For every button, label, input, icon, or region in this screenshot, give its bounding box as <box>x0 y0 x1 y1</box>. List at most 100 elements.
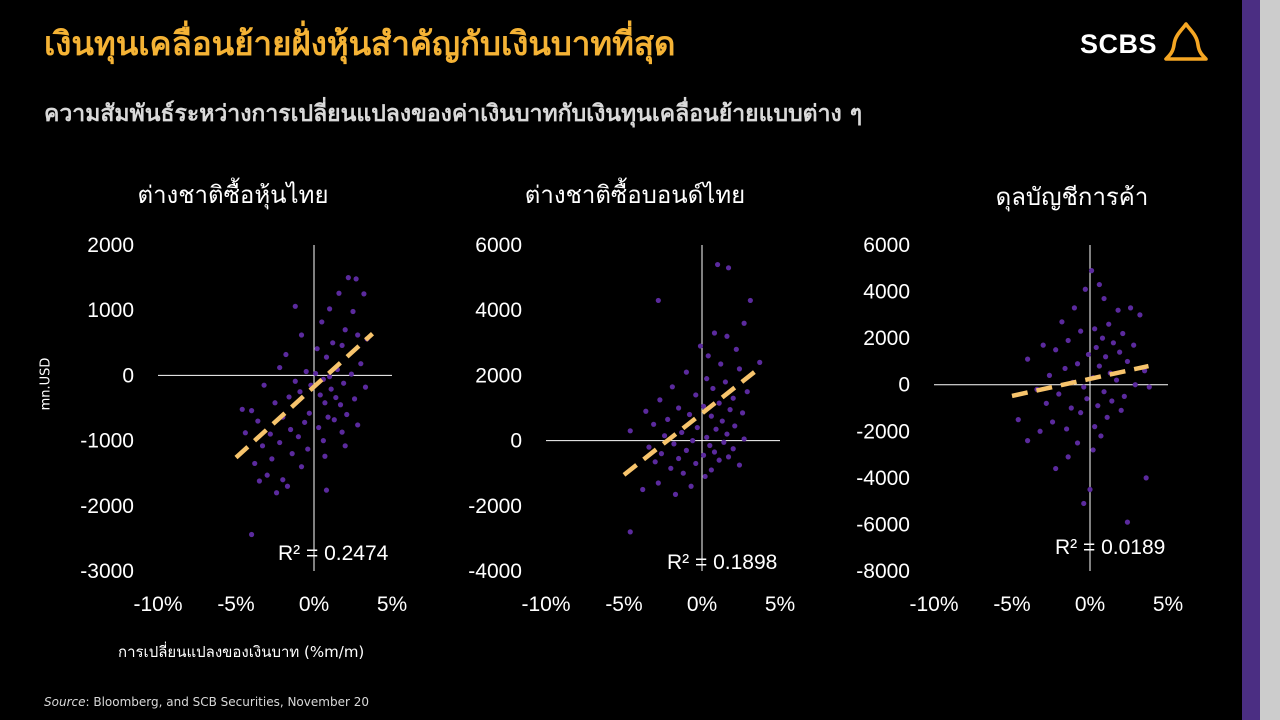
data-point-foreign-equity <box>339 342 345 349</box>
data-point-trade-balance <box>1146 384 1152 390</box>
data-point-foreign-equity <box>317 392 323 398</box>
data-point-foreign-bond <box>640 486 646 493</box>
data-point-foreign-equity <box>259 443 266 449</box>
data-point-trade-balance <box>1068 405 1074 411</box>
y-tick-label-trade-balance: -2000 <box>856 420 910 443</box>
y-tick-label-foreign-bond: -2000 <box>468 495 522 518</box>
data-point-foreign-bond <box>658 451 665 457</box>
y-axis-unit-label: mn.USD <box>38 357 54 411</box>
data-point-foreign-equity <box>355 422 361 428</box>
data-point-foreign-equity <box>342 443 348 449</box>
data-point-foreign-equity <box>297 389 303 395</box>
data-point-foreign-equity <box>252 460 258 467</box>
data-point-trade-balance <box>1098 433 1104 439</box>
y-tick-label-trade-balance: -4000 <box>856 467 910 490</box>
data-point-foreign-equity <box>327 374 333 380</box>
x-tick-label-foreign-equity: -5% <box>217 593 254 616</box>
scatter-charts-canvas: 2000 1000 0 -1000 -2000 -3000 -10% -5% 0% 5% R² = … <box>80 234 1183 616</box>
data-point-foreign-equity <box>272 400 278 406</box>
data-point-foreign-bond <box>627 529 633 535</box>
data-point-foreign-bond <box>724 333 730 339</box>
data-point-trade-balance <box>1065 454 1071 460</box>
data-point-foreign-bond <box>669 384 675 390</box>
data-point-foreign-equity <box>298 332 305 338</box>
chart-title-foreign-bond: ต่างชาติซื้อบอนด์ไทย <box>524 181 746 209</box>
data-point-foreign-equity <box>292 303 298 309</box>
y-tick-label-foreign-bond: -4000 <box>468 560 522 583</box>
data-point-foreign-equity <box>342 327 348 333</box>
y-tick-label-trade-balance: 0 <box>898 374 910 397</box>
y-tick-label-foreign-equity: 2000 <box>87 234 134 257</box>
data-point-foreign-bond <box>661 433 668 439</box>
data-point-foreign-bond <box>700 403 707 409</box>
data-point-trade-balance <box>1062 365 1068 372</box>
data-point-foreign-bond <box>671 441 677 447</box>
data-point-foreign-bond <box>665 416 671 423</box>
data-point-foreign-bond <box>730 446 736 452</box>
data-point-foreign-bond <box>727 407 733 413</box>
data-point-trade-balance <box>1025 438 1031 444</box>
data-point-foreign-equity <box>323 354 330 360</box>
data-point-trade-balance <box>1110 340 1116 346</box>
data-point-foreign-bond <box>705 353 711 359</box>
data-point-foreign-bond <box>655 297 661 304</box>
data-point-foreign-equity <box>320 438 326 444</box>
r-squared-label-trade-balance: R² = 0.0189 <box>1055 536 1165 559</box>
data-point-foreign-equity <box>361 291 367 297</box>
data-point-foreign-bond <box>725 454 732 460</box>
y-tick-label-foreign-bond: 4000 <box>475 299 522 322</box>
data-point-foreign-equity <box>350 308 356 315</box>
data-point-foreign-bond <box>715 261 721 268</box>
data-point-foreign-bond <box>652 459 658 465</box>
data-point-trade-balance <box>1096 281 1102 288</box>
data-point-foreign-bond <box>643 408 649 414</box>
data-point-foreign-bond <box>733 346 739 352</box>
data-point-foreign-equity <box>306 410 312 416</box>
data-point-trade-balance <box>1113 377 1120 383</box>
data-point-trade-balance <box>1137 312 1143 318</box>
y-tick-label-trade-balance: -8000 <box>856 560 910 583</box>
data-point-foreign-equity <box>344 411 350 418</box>
data-point-foreign-bond <box>702 473 708 480</box>
data-point-trade-balance <box>1087 486 1093 493</box>
data-point-trade-balance <box>1106 321 1112 327</box>
x-tick-label-trade-balance: 0% <box>1075 593 1105 616</box>
decorative-side-bar-light <box>1260 0 1280 720</box>
source-text: : Bloomberg, and SCB Securities, Novembe… <box>85 695 369 709</box>
x-tick-label-trade-balance: -10% <box>909 593 958 616</box>
data-point-foreign-bond <box>690 438 696 444</box>
data-point-foreign-bond <box>657 397 663 403</box>
data-point-foreign-bond <box>680 470 686 476</box>
data-point-foreign-bond <box>732 423 738 429</box>
y-tick-label-foreign-equity: -3000 <box>80 560 134 583</box>
data-point-foreign-bond <box>683 447 690 453</box>
trendline-foreign-equity <box>234 332 375 460</box>
data-point-trade-balance <box>1053 347 1059 353</box>
y-tick-label-trade-balance: -6000 <box>856 513 910 536</box>
data-point-foreign-equity <box>323 487 330 493</box>
data-point-foreign-bond <box>741 320 747 326</box>
data-point-foreign-bond <box>713 426 719 432</box>
data-point-foreign-bond <box>700 452 707 458</box>
data-point-foreign-bond <box>747 297 753 304</box>
x-tick-label-foreign-bond: -5% <box>605 593 642 616</box>
data-point-trade-balance <box>1025 356 1031 362</box>
x-tick-label-foreign-bond: -10% <box>521 593 570 616</box>
data-point-foreign-equity <box>322 453 328 459</box>
x-tick-label-foreign-bond: 0% <box>687 593 717 616</box>
data-point-foreign-equity <box>333 394 339 401</box>
data-point-foreign-equity <box>239 406 245 412</box>
data-point-foreign-equity <box>345 275 351 281</box>
x-tick-label-foreign-equity: 0% <box>299 593 329 616</box>
r-squared-label-foreign-equity: R² = 0.2474 <box>278 542 389 565</box>
data-point-foreign-bond <box>676 455 682 462</box>
data-point-foreign-equity <box>277 439 283 446</box>
data-point-trade-balance <box>1131 342 1137 348</box>
data-point-trade-balance <box>1078 410 1084 416</box>
data-point-foreign-bond <box>676 405 682 411</box>
data-point-trade-balance <box>1085 351 1092 358</box>
data-point-foreign-bond <box>757 359 763 365</box>
data-point-trade-balance <box>1074 440 1081 446</box>
data-point-trade-balance <box>1095 403 1101 409</box>
data-point-foreign-equity <box>312 370 319 377</box>
